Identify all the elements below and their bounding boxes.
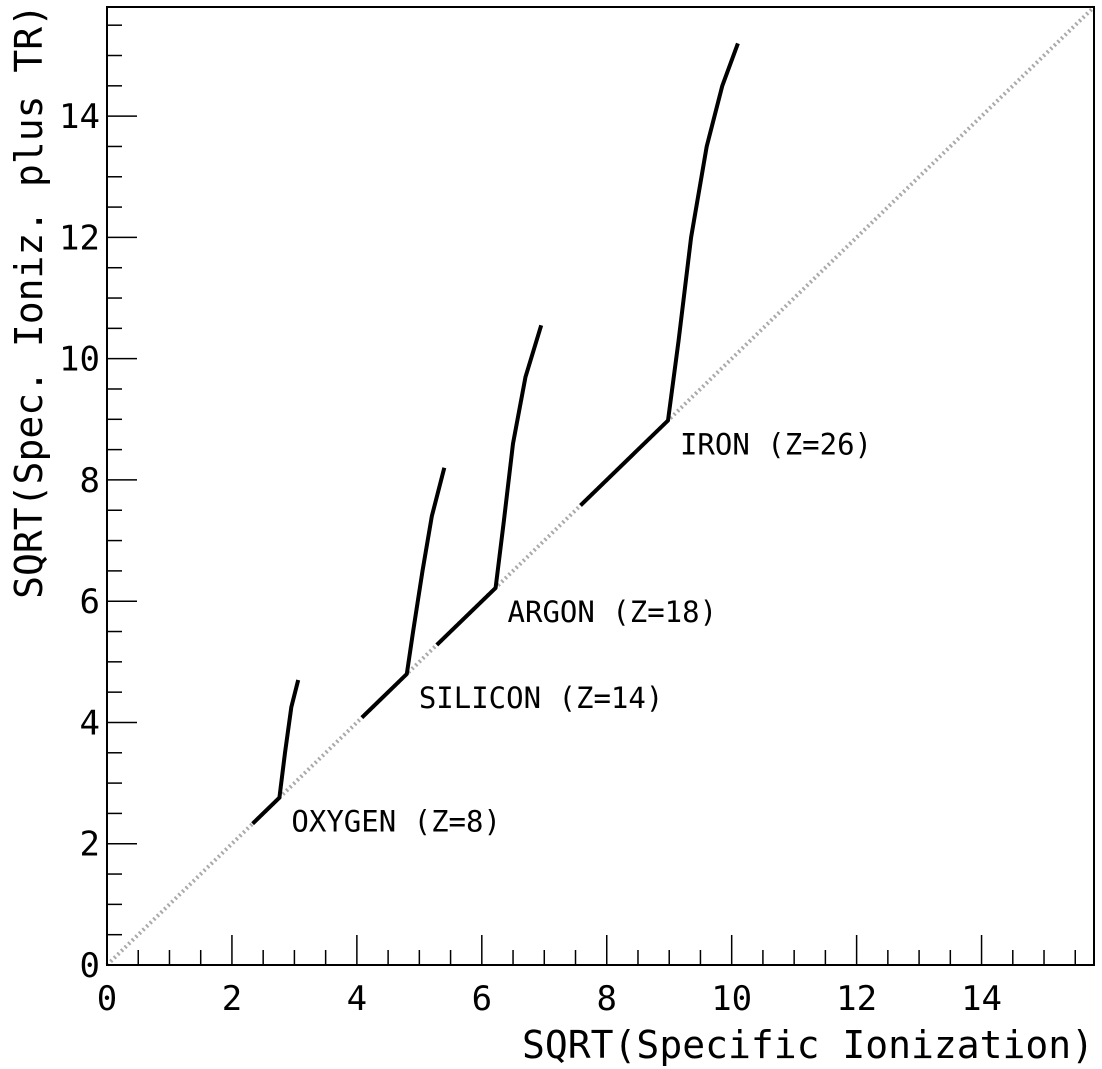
- series-label: OXYGEN (Z=8): [291, 805, 501, 839]
- x-tick-label: 6: [472, 979, 492, 1019]
- y-tick-label: 8: [80, 461, 100, 501]
- series-label: ARGON (Z=18): [508, 595, 718, 629]
- series-line-2: [435, 324, 544, 647]
- x-tick-label: 10: [711, 979, 752, 1019]
- plot-frame: [106, 6, 1095, 966]
- series-line-0: [251, 679, 301, 826]
- y-axis-title: SQRT(Spec. Ioniz. plus TR): [7, 4, 51, 599]
- x-tick-label: 4: [347, 979, 367, 1019]
- y-tick-label: 2: [80, 825, 100, 865]
- x-tick-label: 0: [97, 979, 117, 1019]
- y-tick-label: 0: [80, 946, 100, 986]
- series-label: SILICON (Z=14): [419, 681, 663, 715]
- y-tick-label: 12: [59, 218, 100, 258]
- y-tick-label: 10: [59, 340, 100, 380]
- series-label: IRON (Z=26): [680, 428, 872, 462]
- x-tick-label: 12: [836, 979, 877, 1019]
- y-tick-label: 6: [80, 582, 100, 622]
- axes: 0 2 4 6 8 10 12 14 0 2 4 6 8 10 12 14: [59, 24, 1077, 1019]
- x-axis-title: SQRT(Specific Ionization): [522, 1023, 1094, 1067]
- x-tick-label: 8: [597, 979, 617, 1019]
- x-tick-label: 14: [961, 979, 1002, 1019]
- plot-marks: OXYGEN (Z=8) SILICON (Z=14) ARGON (Z=18) IR…: [105, 5, 1096, 967]
- series-line-3: [579, 42, 740, 507]
- series-line-1: [360, 467, 447, 720]
- reference-diagonal-line: [105, 5, 1096, 967]
- y-tick-label: 14: [59, 97, 100, 137]
- x-tick-label: 2: [222, 979, 242, 1019]
- y-tick-label: 4: [80, 703, 100, 743]
